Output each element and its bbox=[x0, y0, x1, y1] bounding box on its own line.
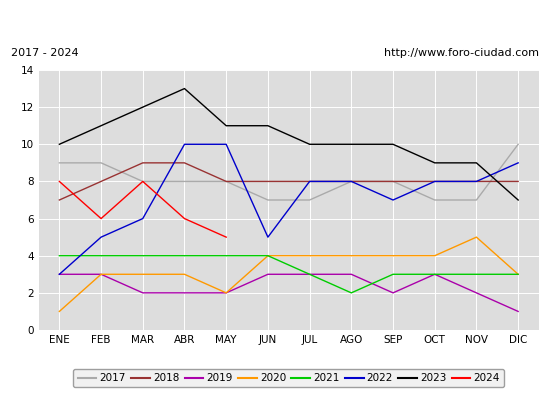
Legend: 2017, 2018, 2019, 2020, 2021, 2022, 2023, 2024: 2017, 2018, 2019, 2020, 2021, 2022, 2023… bbox=[73, 369, 504, 387]
Text: 2017 - 2024: 2017 - 2024 bbox=[11, 48, 79, 58]
Text: http://www.foro-ciudad.com: http://www.foro-ciudad.com bbox=[384, 48, 539, 58]
Text: Evolucion del paro registrado en Castejón de Monegros: Evolucion del paro registrado en Castejó… bbox=[58, 18, 492, 32]
